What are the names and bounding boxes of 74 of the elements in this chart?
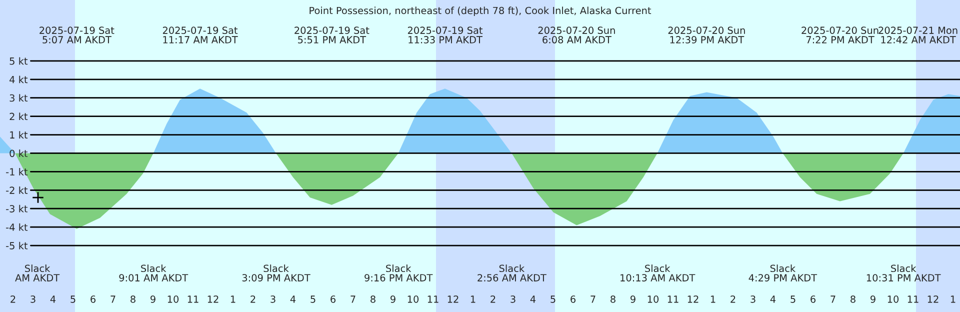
y-tick-label: -4 kt <box>6 223 28 231</box>
annotation: Slack 2:56 AM AKDT <box>478 264 546 282</box>
x-tick-label: 6 <box>90 296 96 303</box>
annotation: 2025-07-20 Sun 6:08 AM AKDT <box>538 26 615 44</box>
y-tick-label: -3 kt <box>6 204 28 212</box>
x-tick-label: 11 <box>428 296 438 303</box>
annotation: Slack 4:29 PM AKDT <box>748 264 818 282</box>
x-tick-label: 10 <box>648 296 659 303</box>
x-tick-label: 6 <box>810 296 816 303</box>
x-tick-label: 6 <box>570 296 576 303</box>
x-tick-label: 4 <box>770 296 776 303</box>
x-tick-label: 4 <box>290 296 296 303</box>
x-tick-label: 10 <box>408 296 419 303</box>
x-tick-label: 12 <box>928 296 938 303</box>
x-tick-label: 9 <box>630 296 636 303</box>
x-tick-label: 11 <box>668 296 678 303</box>
x-tick-label: 12 <box>208 296 218 303</box>
x-tick-label: 9 <box>870 296 876 303</box>
x-tick-label: 12 <box>448 296 458 303</box>
x-tick-label: 10 <box>168 296 179 303</box>
annotation: 2025-07-19 Sat 11:17 AM AKDT <box>162 26 238 44</box>
y-tick-label: 3 kt <box>10 94 28 102</box>
annotation: 2025-07-19 Sat 5:51 PM AKDT <box>294 26 370 44</box>
y-tick-label: 2 kt <box>10 112 28 120</box>
x-tick-label: 2 <box>490 296 496 303</box>
x-tick-label: 3 <box>510 296 516 303</box>
x-tick-label: 1 <box>950 296 956 303</box>
x-tick-label: 3 <box>30 296 36 303</box>
text: Point Possession, northeast of (depth 78 ft), Cook Inlet, Alaska Current <box>310 6 652 16</box>
x-tick-label: 5 <box>550 296 556 303</box>
annotation: 2025-07-20 Sun 12:39 PM AKDT <box>668 26 745 44</box>
annotation: 2025-07-19 Sat 5:07 AM AKDT <box>40 26 114 44</box>
x-tick-label: 3 <box>750 296 756 303</box>
x-tick-label: 5 <box>70 296 76 303</box>
x-tick-label: 1 <box>710 296 716 303</box>
x-tick-label: 4 <box>50 296 56 303</box>
x-tick-label: 11 <box>188 296 198 303</box>
x-tick-label: 7 <box>350 296 356 303</box>
annotation: 2025-07-20 Sun 7:22 PM AKDT <box>802 26 878 44</box>
x-tick-label: 7 <box>830 296 836 303</box>
x-tick-label: 8 <box>850 296 856 303</box>
x-tick-label: 9 <box>150 296 156 303</box>
x-tick-label: 10 <box>888 296 899 303</box>
x-tick-label: 3 <box>270 296 276 303</box>
annotation: Slack 10:31 PM AKDT <box>866 264 941 282</box>
y-tick-label: 1 kt <box>10 131 28 138</box>
y-tick-label: 5 kt <box>10 57 28 65</box>
x-tick-label: 11 <box>908 296 918 303</box>
x-tick-label: 6 <box>330 296 336 303</box>
x-tick-label: 5 <box>310 296 316 303</box>
x-tick-label: 4 <box>530 296 536 303</box>
x-tick-label: 8 <box>130 296 136 303</box>
y-tick-label: -2 kt <box>6 186 28 194</box>
x-tick-label: 1 <box>230 296 236 303</box>
annotation: Slack 9:16 PM AKDT <box>364 264 433 282</box>
x-tick-label: 2 <box>10 296 16 303</box>
annotation: 2025-07-19 Sat 11:33 PM AKDT <box>408 26 483 44</box>
annotation: 2025-07-21 Mon 12:42 AM AKDT <box>878 26 958 44</box>
x-tick-label: 1 <box>470 296 476 303</box>
x-tick-label: 2 <box>730 296 736 303</box>
x-tick-label: 2 <box>250 296 256 303</box>
x-tick-label: 5 <box>790 296 796 303</box>
x-tick-label: 12 <box>688 296 698 303</box>
annotation: Slack 9:01 AM AKDT <box>119 264 188 282</box>
annotation: Slack 3:09 PM AKDT <box>242 264 310 282</box>
annotation: Slack AM AKDT <box>15 264 60 282</box>
y-tick-label: -5 kt <box>6 242 28 250</box>
x-tick-label: 8 <box>610 296 616 303</box>
y-tick-label: 4 kt <box>10 76 28 84</box>
x-tick-label: 9 <box>390 296 396 303</box>
x-tick-label: 8 <box>370 296 376 303</box>
annotation: Slack 10:13 AM AKDT <box>620 264 696 282</box>
x-tick-label: 7 <box>110 296 116 303</box>
x-tick-label: 7 <box>590 296 596 303</box>
